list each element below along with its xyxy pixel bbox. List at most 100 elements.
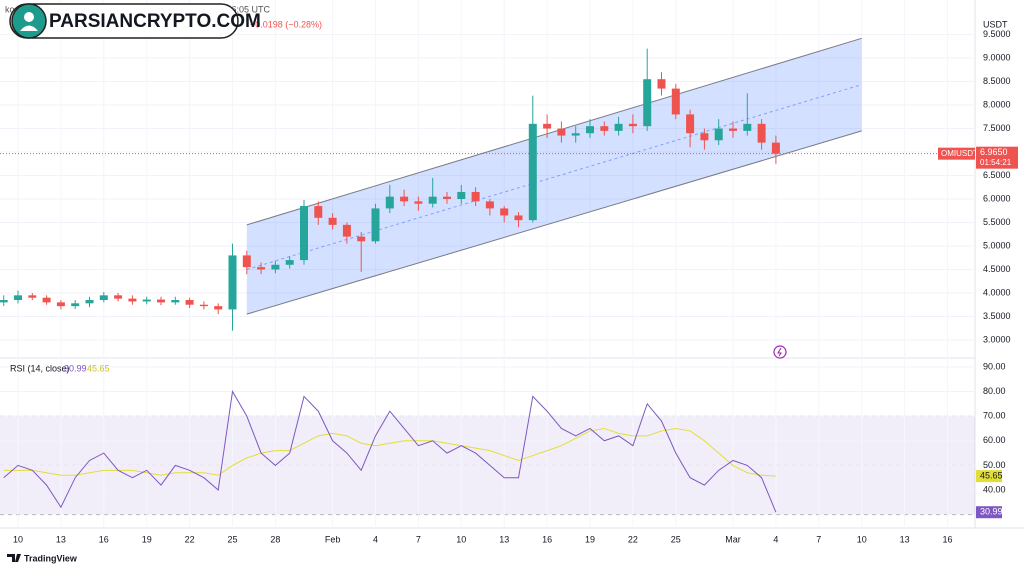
y-tick-label: 90.00 [983, 361, 1006, 371]
x-tick-label: 25 [227, 534, 237, 544]
candle-body [242, 255, 251, 268]
plot-layer [0, 37, 975, 513]
x-tick-label: 10 [857, 534, 867, 544]
label-layer: 3.0000 3.5000 4.0000 4.5000 5.0000 5.5000 6.00… [13, 29, 1018, 544]
rsi-ma-legend-value: 45.65 [87, 363, 110, 373]
x-tick-label: 13 [900, 534, 910, 544]
candle-body [757, 123, 766, 143]
candle-body [443, 196, 451, 200]
candle-body [743, 123, 752, 131]
tradingview-footer: TradingView [7, 553, 78, 563]
x-tick-label: 13 [56, 534, 66, 544]
watermark-logo: PARSIANCRYPTO.COM [9, 3, 261, 39]
candle-body [571, 133, 580, 136]
candle-body [686, 114, 695, 134]
x-tick-label: 22 [185, 534, 195, 544]
candle-body [514, 215, 523, 221]
candle-body [85, 300, 94, 304]
x-tick-label: Mar [725, 534, 741, 544]
x-tick-label: 10 [456, 534, 466, 544]
y-tick-label: 8.5000 [983, 76, 1011, 86]
candle-body [500, 208, 509, 216]
alert-icon[interactable] [773, 345, 787, 359]
x-tick-label: 4 [773, 534, 778, 544]
candle-body [457, 191, 466, 200]
y-tick-label: 9.0000 [983, 52, 1011, 62]
candle-body [671, 88, 680, 115]
x-tick-label: 22 [628, 534, 638, 544]
candle-body [414, 201, 423, 204]
candle-body [285, 260, 294, 265]
channel-fill [246, 38, 862, 315]
candle-body [0, 300, 8, 303]
grid-layer [0, 34, 975, 516]
y-tick-label: 3.5000 [983, 311, 1011, 321]
candle-body [714, 128, 723, 141]
price-change: −0.0198 (−0.28%) [250, 19, 322, 29]
symbol-label: OMIUSDT [941, 149, 978, 158]
price-badge [976, 146, 1018, 169]
price-label: 6.9650 [980, 147, 1008, 157]
x-tick-label: 16 [542, 534, 552, 544]
candle-body [199, 304, 208, 307]
candle-body [157, 299, 165, 303]
candle-body [56, 302, 65, 307]
alert-bolt [777, 347, 783, 357]
candle-body [114, 295, 123, 299]
candle-body [400, 196, 409, 202]
candle-body [271, 264, 280, 270]
y-tick-label: 60.00 [983, 435, 1006, 445]
y-tick-label: 80.00 [983, 386, 1006, 396]
rsi-value-label: 30.99 [980, 507, 1003, 517]
rsi-legend-value: 30.99 [64, 363, 87, 373]
y-tick-label: 6.0000 [983, 193, 1011, 203]
candle-body [257, 267, 266, 270]
candle-body [657, 79, 666, 89]
candle-body [128, 298, 137, 302]
candle-body [185, 300, 194, 305]
candle-body [342, 224, 351, 237]
footer-logo [7, 554, 21, 562]
x-tick-label: 10 [13, 534, 23, 544]
candle-body [586, 126, 594, 134]
x-tick-label: 7 [416, 534, 421, 544]
rsi-value-badge [976, 506, 1002, 519]
rsi-title: RSI (14, close) [10, 363, 70, 373]
candle-body [42, 297, 51, 303]
candle-body [71, 303, 80, 307]
candle-body [328, 217, 337, 225]
candle-body [700, 133, 709, 141]
watermark-text: PARSIANCRYPTO.COM [49, 11, 261, 32]
y-tick-label: 7.5000 [983, 123, 1011, 133]
candle-body [428, 196, 437, 204]
candle-body [14, 295, 22, 301]
x-tick-label: 16 [942, 534, 952, 544]
y-tick-label: 4.0000 [983, 287, 1011, 297]
candle-body [471, 191, 480, 202]
candle-body [557, 128, 566, 136]
candle-body [314, 206, 323, 218]
candle-body [28, 295, 37, 298]
y-tick-label: 70.00 [983, 411, 1006, 421]
x-tick-label: 16 [99, 534, 109, 544]
currency: USDT [983, 19, 1008, 29]
y-tick-label: 9.5000 [983, 29, 1011, 39]
candle-body [600, 126, 609, 131]
logo-icon-detail [20, 25, 38, 31]
channel-midline [246, 84, 862, 270]
candle-body [771, 142, 780, 154]
candle-body [171, 300, 180, 303]
rsi-value-badge [976, 470, 1002, 483]
x-tick-label: 7 [816, 534, 821, 544]
alert-circle[interactable] [773, 345, 787, 359]
candle-body [357, 236, 366, 242]
rsi-value-label: 45.65 [980, 470, 1003, 480]
x-tick-label: 19 [142, 534, 152, 544]
candle-body [643, 79, 652, 127]
y-tick-label: 50.00 [983, 460, 1006, 470]
rsi-line [3, 390, 777, 513]
candle-body [614, 123, 623, 131]
y-tick-label: 8.0000 [983, 99, 1011, 109]
